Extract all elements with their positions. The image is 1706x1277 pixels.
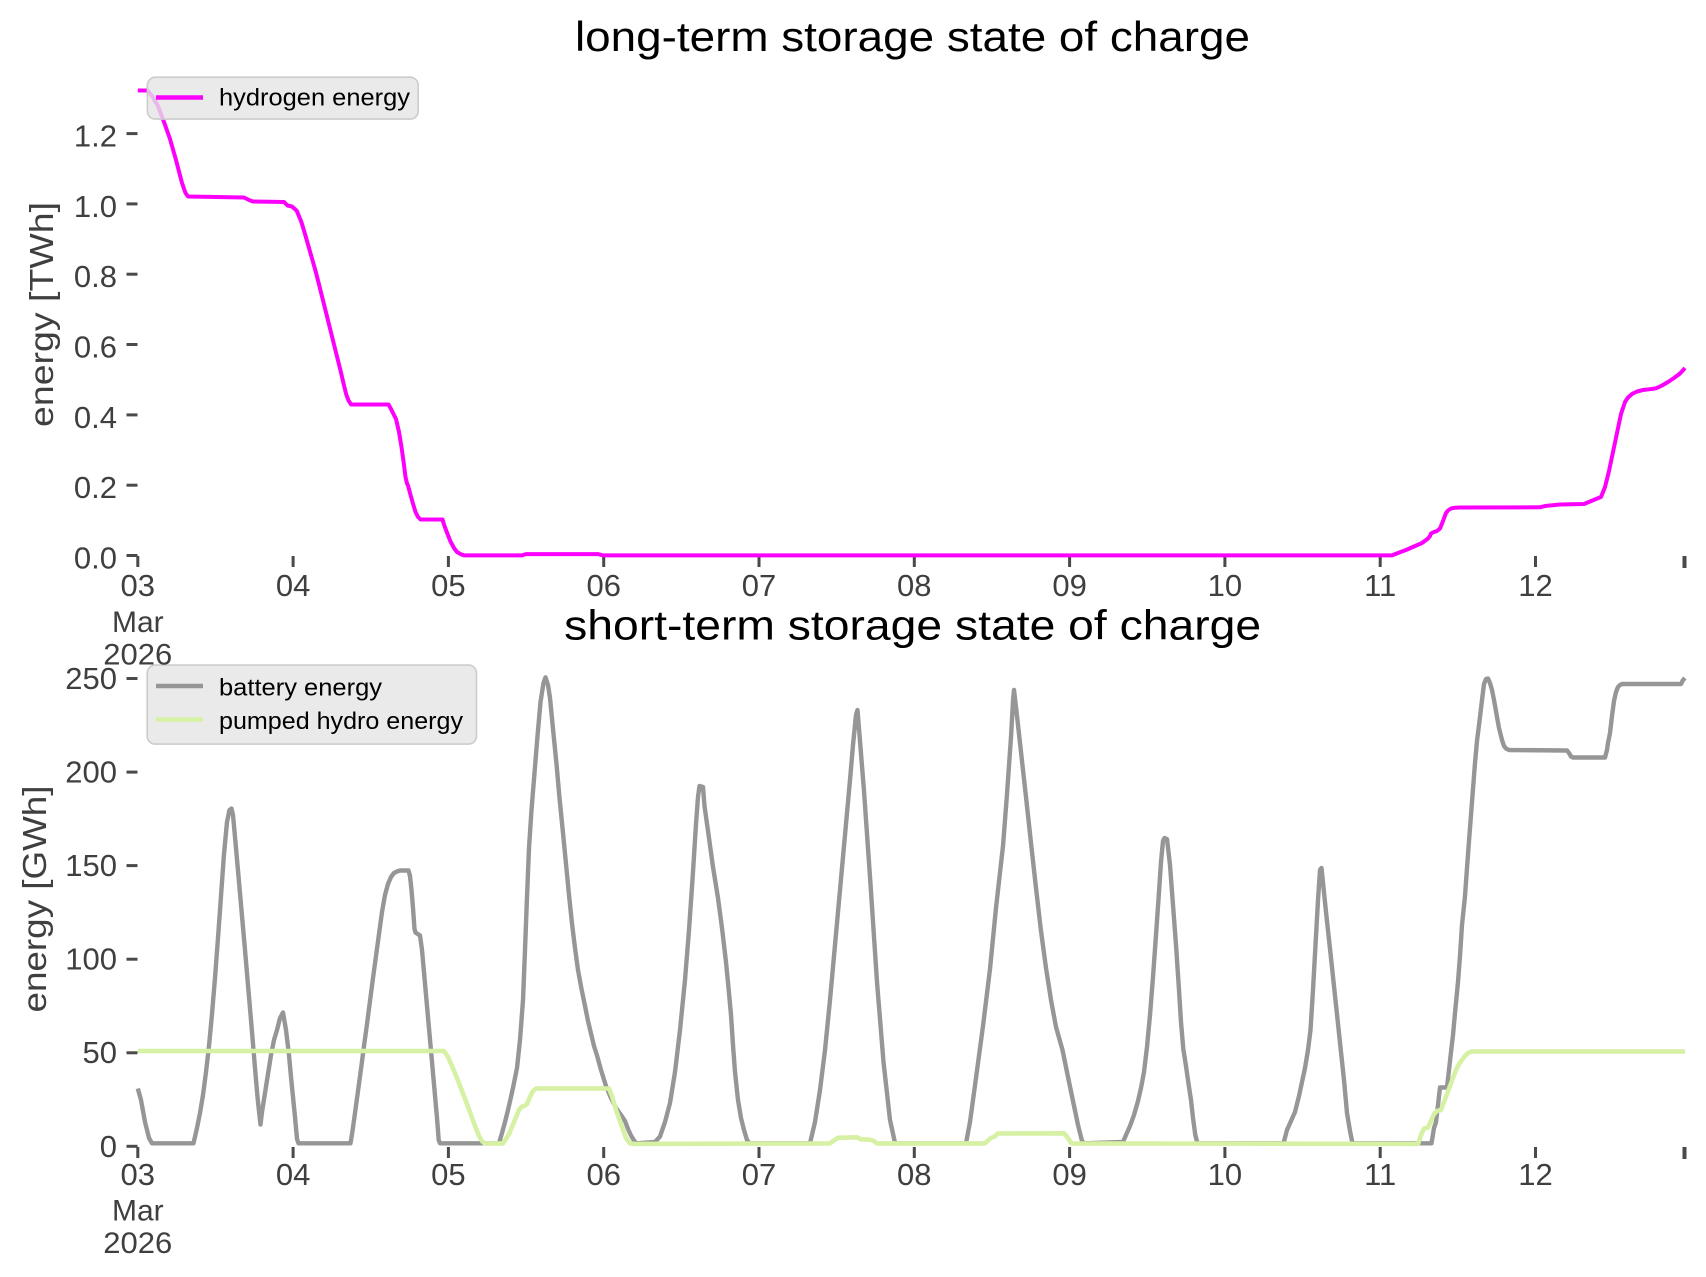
- svg-text:0.2: 0.2: [74, 470, 117, 505]
- svg-text:04: 04: [276, 1157, 310, 1192]
- svg-text:0.4: 0.4: [74, 400, 117, 435]
- svg-text:04: 04: [276, 568, 310, 603]
- svg-text:07: 07: [742, 568, 776, 603]
- svg-text:09: 09: [1052, 568, 1086, 603]
- svg-text:energy [TWh]: energy [TWh]: [23, 202, 60, 427]
- svg-text:08: 08: [897, 568, 931, 603]
- svg-text:250: 250: [65, 661, 117, 696]
- svg-text:battery energy: battery energy: [219, 675, 382, 702]
- svg-text:07: 07: [742, 1157, 776, 1192]
- svg-text:05: 05: [431, 1157, 465, 1192]
- svg-text:10: 10: [1208, 1157, 1242, 1192]
- svg-text:50: 50: [83, 1035, 117, 1070]
- svg-text:10: 10: [1208, 568, 1242, 603]
- svg-text:200: 200: [65, 755, 117, 790]
- svg-text:0.0: 0.0: [74, 541, 117, 576]
- svg-text:2026: 2026: [103, 1227, 172, 1260]
- svg-text:Mar: Mar: [112, 1195, 164, 1228]
- svg-text:pumped hydro energy: pumped hydro energy: [219, 708, 463, 735]
- svg-text:12: 12: [1518, 1157, 1552, 1192]
- svg-text:11: 11: [1364, 1157, 1396, 1192]
- svg-text:05: 05: [431, 568, 465, 603]
- svg-text:09: 09: [1052, 1157, 1086, 1192]
- svg-text:hydrogen energy: hydrogen energy: [219, 85, 410, 112]
- svg-text:1.0: 1.0: [74, 189, 117, 224]
- svg-text:11: 11: [1364, 568, 1396, 603]
- svg-text:short-term storage state of ch: short-term storage state of charge: [564, 602, 1261, 649]
- svg-text:06: 06: [586, 1157, 620, 1192]
- svg-text:0.8: 0.8: [74, 259, 117, 294]
- svg-text:long-term storage state of cha: long-term storage state of charge: [575, 13, 1250, 60]
- svg-text:06: 06: [586, 568, 620, 603]
- svg-text:2026: 2026: [103, 639, 172, 672]
- svg-text:08: 08: [897, 1157, 931, 1192]
- svg-text:150: 150: [65, 848, 117, 883]
- svg-text:0.6: 0.6: [74, 330, 117, 365]
- svg-text:03: 03: [121, 1157, 155, 1192]
- svg-text:energy [GWh]: energy [GWh]: [16, 786, 53, 1013]
- svg-text:100: 100: [65, 942, 117, 977]
- svg-text:Mar: Mar: [112, 606, 164, 639]
- svg-text:1.2: 1.2: [74, 119, 117, 154]
- svg-text:03: 03: [121, 568, 155, 603]
- svg-text:12: 12: [1518, 568, 1552, 603]
- svg-text:0: 0: [100, 1129, 117, 1164]
